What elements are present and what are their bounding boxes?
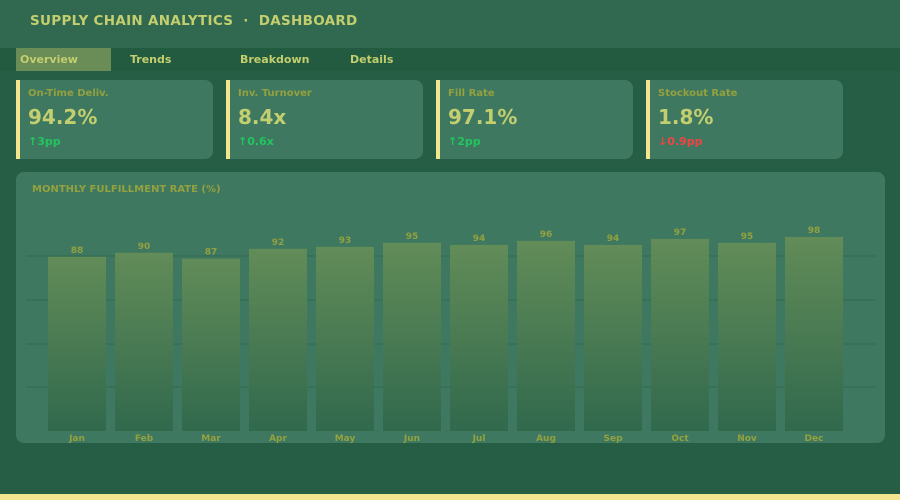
data-label: 94 [607,234,620,244]
data-label: 98 [808,226,821,236]
bar-feb [115,252,173,431]
data-label: 92 [272,238,285,248]
data-label: 95 [741,232,754,242]
bar-chart: 88 Jan 90 Feb 87 Mar 92 Apr 93 May 95 Jun 94 Jul 96 Aug… [26,226,876,443]
x-tick-label: Mar [201,434,221,443]
footer-accent-bar [0,494,900,500]
bar-oct [651,238,709,431]
tab-trends[interactable]: Trends [130,53,172,66]
kpi-card-on-time-delivery: On-Time Deliv. 94.2% ↑3pp [16,80,213,159]
kpi-label: Fill Rate [448,88,495,99]
bar-jul [450,244,508,431]
kpi-delta: ↓0.9pp [658,135,703,148]
kpi-value: 94.2% [28,105,98,129]
kpi-label: On-Time Deliv. [28,88,109,99]
bar-nov [718,242,776,431]
tab-breakdown[interactable]: Breakdown [240,53,310,66]
x-tick-label: Jun [403,434,420,443]
bar-apr [249,248,307,431]
kpi-label: Inv. Turnover [238,88,312,99]
tab-details[interactable]: Details [350,53,394,66]
kpi-delta: ↑2pp [448,135,481,148]
kpi-label: Stockout Rate [658,88,738,99]
x-tick-label: Sep [603,434,623,443]
bar-aug [517,240,575,431]
kpi-delta: ↑0.6x [238,135,274,148]
x-tick-label: Dec [805,434,824,443]
x-tick-label: Jul [472,434,486,443]
x-tick-label: Aug [536,434,556,443]
chart-panel: MONTHLY FULFILLMENT RATE (%) 88 Jan 90 Feb 8… [16,172,885,443]
bar-jan [48,256,106,431]
kpi-value: 1.8% [658,105,714,129]
data-label: 95 [406,232,419,242]
data-label: 97 [674,228,687,238]
data-label: 88 [71,246,84,256]
bar-jun [383,242,441,431]
tab-overview[interactable]: Overview [16,48,111,71]
page-title: SUPPLY CHAIN ANALYTICS · DASHBOARD [30,13,358,29]
data-label: 87 [205,248,218,258]
x-tick-label: May [335,434,356,443]
bar-dec [785,236,843,431]
bar-mar [182,258,240,431]
data-label: 94 [473,234,486,244]
kpi-value: 8.4x [238,105,287,129]
data-label: 90 [138,242,151,252]
tab-bar: Overview Trends Breakdown Details [0,48,900,71]
kpi-card-fill-rate: Fill Rate 97.1% ↑2pp [436,80,633,159]
x-tick-label: Feb [135,434,154,443]
kpi-delta: ↑3pp [28,135,61,148]
x-tick-label: Jan [68,434,85,443]
bar-may [316,246,374,431]
chart-title: MONTHLY FULFILLMENT RATE (%) [32,184,221,195]
header: SUPPLY CHAIN ANALYTICS · DASHBOARD [0,0,900,48]
x-tick-label: Nov [737,434,757,443]
bar-sep [584,244,642,431]
data-label: 93 [339,236,352,246]
x-tick-label: Apr [269,434,287,443]
kpi-value: 97.1% [448,105,518,129]
kpi-card-stockout-rate: Stockout Rate 1.8% ↓0.9pp [646,80,843,159]
x-tick-label: Oct [671,434,689,443]
kpi-card-inventory-turnover: Inv. Turnover 8.4x ↑0.6x [226,80,423,159]
data-label: 96 [540,230,553,240]
